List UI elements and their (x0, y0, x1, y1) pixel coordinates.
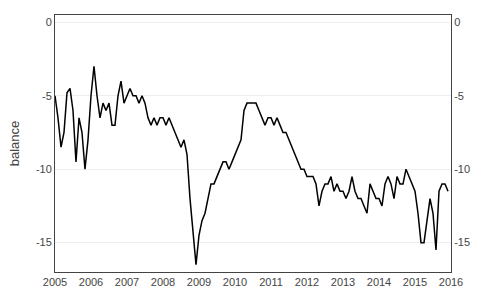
svg-text:2011: 2011 (259, 276, 283, 288)
svg-text:-10: -10 (36, 163, 52, 175)
svg-text:2006: 2006 (79, 276, 103, 288)
svg-text:2008: 2008 (151, 276, 175, 288)
svg-text:-15: -15 (36, 236, 52, 248)
svg-text:2005: 2005 (43, 276, 67, 288)
svg-text:2009: 2009 (187, 276, 211, 288)
svg-text:2015: 2015 (403, 276, 427, 288)
svg-text:-10: -10 (454, 163, 470, 175)
svg-text:balance: balance (7, 121, 22, 167)
svg-text:2014: 2014 (367, 276, 391, 288)
svg-text:2012: 2012 (295, 276, 319, 288)
svg-text:0: 0 (454, 16, 460, 28)
svg-text:-5: -5 (42, 90, 52, 102)
svg-text:2010: 2010 (223, 276, 247, 288)
svg-text:2013: 2013 (331, 276, 355, 288)
svg-text:0: 0 (46, 16, 52, 28)
svg-text:-5: -5 (454, 90, 464, 102)
svg-text:2016: 2016 (439, 276, 463, 288)
svg-text:2007: 2007 (115, 276, 139, 288)
svg-text:-15: -15 (454, 236, 470, 248)
